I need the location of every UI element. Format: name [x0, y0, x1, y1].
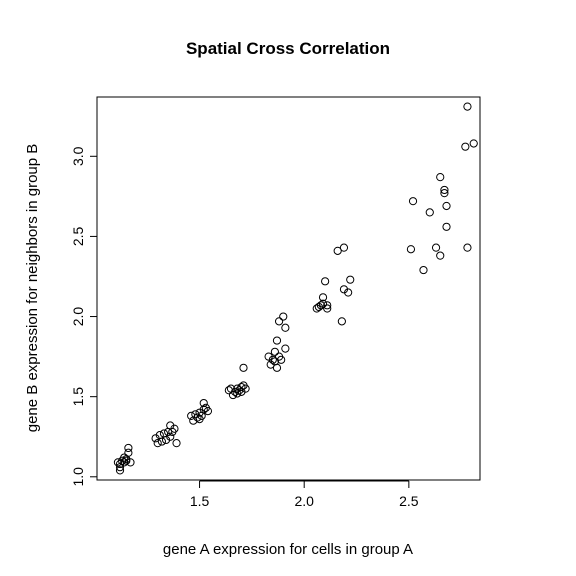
data-point	[461, 142, 470, 151]
data-point	[115, 466, 125, 475]
x-tick-label: 1.5	[190, 493, 210, 509]
data-point	[323, 304, 332, 313]
y-tick-label: 2.0	[70, 307, 86, 327]
data-point	[436, 251, 445, 260]
x-tick-label: 2.0	[294, 493, 314, 509]
data-point	[157, 437, 166, 446]
data-point	[274, 317, 284, 326]
data-point	[419, 265, 428, 275]
data-point	[172, 439, 181, 448]
data-point	[199, 398, 208, 408]
data-point	[316, 301, 326, 310]
y-axis: 1.0 1.5 2.0 2.5 3.0	[70, 146, 98, 487]
plot-frame	[96, 96, 481, 481]
data-point	[442, 222, 451, 231]
data-point	[270, 347, 279, 356]
chart-title: Spatial Cross Correlation	[186, 39, 390, 58]
data-point	[406, 245, 416, 254]
data-point	[241, 384, 250, 393]
y-tick-label: 3.0	[70, 146, 86, 166]
data-point	[436, 173, 445, 182]
data-point	[268, 355, 277, 364]
data-point	[408, 197, 418, 206]
data-point	[321, 277, 330, 286]
data-point	[277, 355, 286, 364]
data-point	[193, 413, 202, 422]
data-point	[344, 288, 353, 297]
data-point	[153, 439, 162, 448]
data-point	[425, 208, 434, 217]
data-point	[281, 323, 290, 332]
y-tick-label: 1.0	[70, 467, 86, 487]
data-point	[279, 312, 288, 321]
data-point	[318, 293, 328, 302]
data-point	[272, 363, 282, 372]
data-point	[203, 406, 213, 416]
data-point	[337, 317, 346, 326]
x-axis: 1.5 2.0 2.5	[190, 480, 419, 509]
data-point	[199, 405, 208, 414]
data-point	[120, 453, 129, 462]
data-points	[113, 102, 478, 475]
data-point	[166, 432, 175, 441]
data-point	[442, 201, 451, 211]
data-point	[318, 299, 328, 308]
x-axis-label: gene A expression for cells in group A	[163, 541, 413, 558]
data-point	[237, 382, 246, 392]
data-point	[124, 443, 133, 453]
data-point	[440, 185, 449, 195]
x-tick-label: 2.5	[399, 493, 419, 509]
data-point	[440, 189, 449, 198]
data-point	[281, 344, 290, 353]
data-point	[124, 448, 133, 457]
data-point	[463, 102, 472, 111]
data-point	[239, 363, 248, 372]
data-point	[463, 243, 472, 252]
data-point	[113, 458, 123, 467]
data-point	[323, 301, 332, 310]
y-axis-label: gene B expression for neighbors in group…	[24, 144, 41, 433]
data-point	[272, 336, 282, 345]
data-point	[126, 458, 135, 467]
data-point	[187, 411, 196, 420]
data-point	[346, 275, 355, 284]
y-tick-label: 2.5	[70, 226, 86, 246]
data-point	[224, 386, 233, 395]
data-point	[431, 243, 441, 252]
y-tick-label: 1.5	[70, 387, 86, 407]
data-point	[333, 246, 342, 255]
data-point	[339, 243, 349, 252]
data-point	[469, 139, 478, 148]
data-point	[170, 424, 179, 433]
